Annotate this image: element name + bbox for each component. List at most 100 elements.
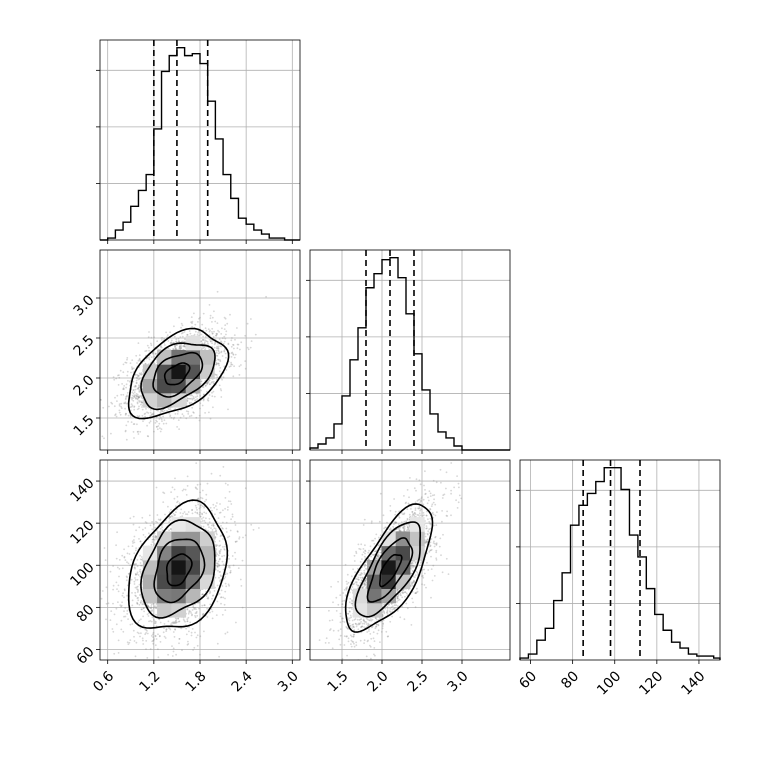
sample-point <box>212 594 215 597</box>
sample-point <box>216 502 218 504</box>
sample-point <box>131 398 133 401</box>
y-tick-label: 2.5 <box>71 332 98 359</box>
sample-point <box>233 347 235 350</box>
sample-point <box>150 606 153 609</box>
sample-point <box>168 408 170 411</box>
sample-point <box>133 385 136 388</box>
sample-point <box>133 391 136 393</box>
sample-point <box>122 388 124 391</box>
sample-point <box>174 477 176 480</box>
sample-point <box>196 511 199 514</box>
sample-point <box>195 506 198 509</box>
sample-point <box>176 413 179 415</box>
sample-point <box>133 395 136 398</box>
sample-point <box>153 605 156 608</box>
sample-point <box>123 385 126 387</box>
sample-point <box>181 515 184 517</box>
sample-point <box>181 413 184 416</box>
sample-point <box>202 399 205 402</box>
sample-point <box>162 422 165 425</box>
sample-point <box>217 569 219 572</box>
sample-point <box>212 503 215 506</box>
sample-point <box>192 604 195 607</box>
sample-point <box>159 641 162 643</box>
sample-point <box>218 370 221 373</box>
sample-point <box>250 340 253 342</box>
sample-point <box>240 585 243 587</box>
sample-point <box>199 402 202 405</box>
sample-point <box>186 620 189 623</box>
sample-point <box>146 424 149 427</box>
scatter-grid <box>100 460 300 660</box>
sample-point <box>209 314 212 317</box>
sample-point <box>200 380 203 383</box>
sample-point <box>201 518 203 520</box>
sample-point <box>112 630 115 633</box>
sample-point <box>124 401 127 404</box>
sample-point <box>180 332 183 335</box>
sample-point <box>178 428 181 430</box>
sample-point <box>112 565 114 567</box>
sample-point <box>170 508 172 511</box>
sample-point <box>130 403 133 405</box>
sample-point <box>196 644 199 647</box>
sample-point <box>215 532 218 535</box>
sample-point <box>135 397 138 399</box>
sample-point <box>134 579 137 581</box>
sample-point <box>132 542 134 544</box>
sample-point <box>150 356 153 358</box>
sample-point <box>156 521 159 524</box>
sample-point <box>158 618 161 621</box>
sample-point <box>168 511 171 514</box>
sample-point <box>131 394 134 397</box>
hist-grid <box>100 40 300 240</box>
sample-point <box>185 417 188 420</box>
sample-point <box>118 409 121 412</box>
sample-point <box>170 527 172 530</box>
sample-point <box>227 566 230 568</box>
sample-point <box>112 584 115 587</box>
sample-point <box>214 576 217 579</box>
sample-point <box>233 520 236 523</box>
sample-point <box>209 383 211 385</box>
sample-point <box>146 661 148 663</box>
sample-point <box>213 343 216 346</box>
sample-point <box>193 412 195 414</box>
sample-point <box>223 577 226 580</box>
sample-point <box>208 592 211 595</box>
sample-point <box>160 345 163 348</box>
sample-point <box>134 594 137 597</box>
sample-point <box>191 614 193 617</box>
sample-point <box>136 591 139 593</box>
sample-point <box>201 604 204 607</box>
sample-point <box>151 633 154 636</box>
sample-point <box>123 555 126 558</box>
sample-point <box>177 348 180 351</box>
sample-point <box>182 618 185 621</box>
sample-point <box>219 535 222 538</box>
sample-point <box>222 376 225 379</box>
sample-point <box>173 416 176 419</box>
sample-point <box>173 497 176 500</box>
sample-point <box>168 627 171 630</box>
sample-point <box>152 412 155 415</box>
sample-point <box>223 549 226 551</box>
sample-point <box>130 421 133 423</box>
sample-point <box>124 414 127 416</box>
sample-point <box>220 534 223 536</box>
sample-point <box>154 526 157 529</box>
sample-point <box>221 585 224 587</box>
sample-point <box>118 376 121 379</box>
sample-point <box>126 358 128 361</box>
sample-point <box>137 387 140 390</box>
sample-point <box>220 589 223 592</box>
sample-point <box>169 414 172 417</box>
sample-point <box>131 359 134 361</box>
sample-point <box>199 653 201 656</box>
sample-point <box>233 356 236 359</box>
sample-point <box>159 519 162 522</box>
sample-point <box>205 595 208 598</box>
sample-point <box>223 340 226 343</box>
sample-point <box>144 415 147 418</box>
sample-point <box>204 385 207 387</box>
